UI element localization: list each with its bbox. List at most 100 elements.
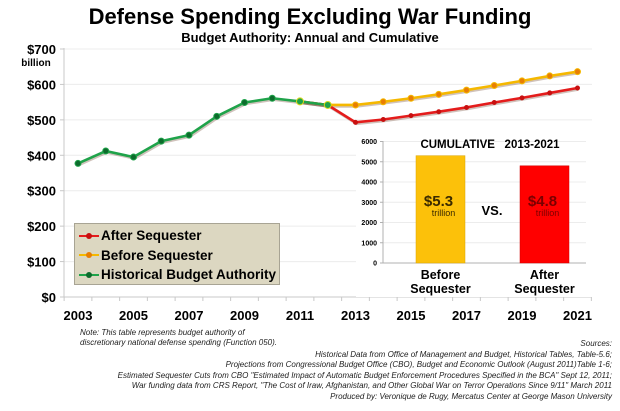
y-axis-ticks: $0 $100 $200 $300 $400 $500 $600 $700 [27,42,64,305]
data-point-before-sequester [435,90,443,98]
bar-before-sequester [415,155,466,264]
data-point-historical-budget-authority [241,98,248,106]
legend-label: After Sequester [101,228,202,244]
legend-dot [86,252,92,259]
y-tick-label: $0 [42,290,56,305]
bar-category-label: Sequester [514,282,575,296]
y-tick-label: $300 [27,184,56,199]
data-point-after-sequester [436,109,442,115]
bar-unit-label: trillion [536,208,560,218]
x-tick-label: 2011 [286,308,314,323]
y-tick-label: $700 [27,42,56,57]
legend-item-before-sequester: Before Sequester [79,246,279,266]
x-tick-label: 2021 [563,308,592,323]
source-line: Projections from Congressional Budget Of… [225,360,612,369]
data-point-before-sequester [546,72,554,80]
data-point-before-sequester [490,81,498,89]
sources-heading: Sources: [580,339,612,348]
data-point-historical-budget-authority [268,94,276,102]
x-tick-label: 2005 [119,308,148,323]
series-line-historical-budget-authority [77,96,328,165]
inset-y-tick-label: 4000 [361,180,377,187]
inset-y-tick-label: 3000 [361,200,377,207]
data-point-historical-budget-authority [102,147,110,155]
legend-swatch-before-sequester [79,250,99,260]
bar-category-label: After [530,268,559,282]
x-tick-label: 2019 [508,308,537,323]
data-point-after-sequester [464,104,469,110]
data-point-before-sequester [463,86,470,94]
x-axis-ticks: 2003 2005 2007 2009 2011 2013 2015 2017 2019 2021 [64,297,592,323]
inset-vs-label: VS. [482,203,503,218]
x-tick-label: 2009 [230,308,259,323]
x-tick-label: 2013 [341,308,370,323]
inset-y-tick-label: 0 [373,261,377,268]
data-point-historical-budget-authority [157,137,165,145]
inset-title: CUMULATIVE 2013-2021 [420,139,560,151]
data-point-before-sequester [379,98,387,106]
legend-item-after-sequester: After Sequester [79,226,279,246]
legend-dot [86,232,92,239]
x-tick-label: 2017 [452,308,481,323]
data-point-after-sequester [575,85,580,91]
data-point-historical-budget-authority [213,112,221,120]
x-tick-label: 2015 [397,308,426,323]
data-point-after-sequester [408,113,414,119]
data-point-before-sequester [518,77,526,85]
data-point-historical-budget-authority [185,131,193,139]
bar-category-label: Sequester [410,282,471,296]
data-point-after-sequester [491,99,497,105]
source-line: War funding data from CRS Report, "The C… [131,381,612,390]
data-point-after-sequester [519,95,525,101]
legend: After Sequester Before Sequester Histori… [74,223,280,285]
inset-y-tick-label: 1000 [361,240,377,247]
x-tick-label: 2003 [64,308,93,323]
data-point-before-sequester [352,101,359,109]
chart-note: Note: This table represents budget autho… [80,328,277,348]
bar-value-label: $4.8 [528,193,557,210]
legend-swatch-after-sequester [79,231,99,241]
source-line: Produced by: Veronique de Rugy, Mercatus… [330,391,612,401]
y-tick-label: $400 [27,148,56,163]
data-point-historical-budget-authority [130,153,137,161]
data-point-before-sequester [407,94,415,102]
inset-y-ticks: 0 1000 2000 3000 4000 5000 6000 [361,139,383,268]
series-markers [74,68,581,167]
inset-y-tick-label: 5000 [361,159,377,166]
y-axis-unit-label: billion [21,58,50,69]
legend-dot [86,271,92,278]
y-tick-label: $100 [27,255,56,270]
legend-label: Historical Budget Authority [101,267,277,283]
legend-swatch-historical [79,270,99,280]
sources: Sources: Historical Data from Office of … [118,339,612,402]
inset-y-tick-label: 6000 [361,139,377,146]
y-tick-label: $200 [27,219,56,234]
source-line: Historical Data from Office of Managemen… [315,349,612,359]
chart-title: Defense Spending Excluding War Funding [88,4,532,29]
series-line-before-sequester [299,70,578,107]
legend-item-historical: Historical Budget Authority [79,265,279,285]
data-point-historical-budget-authority [296,97,304,106]
note-line: Note: This table represents budget autho… [80,328,245,337]
data-point-historical-budget-authority [323,100,332,109]
data-point-before-sequester [574,68,581,76]
data-point-historical-budget-authority [74,159,82,167]
note-line: discretionary national defense spending … [80,338,278,347]
y-tick-label: $500 [27,113,56,128]
y-tick-label: $600 [27,77,56,92]
cumulative-inset-chart: 0 1000 2000 3000 4000 5000 6000 CUMULATIVE 201… [356,133,592,297]
bar-category-label: Before [421,268,461,282]
data-point-after-sequester [353,119,358,125]
bar-unit-label: trillion [432,208,456,218]
inset-y-tick-label: 2000 [361,220,377,227]
data-point-after-sequester [547,90,553,96]
bar-value-label: $5.3 [424,193,453,210]
data-point-after-sequester [380,117,386,123]
legend-label: Before Sequester [101,247,213,263]
bar-after-sequester [519,165,570,264]
chart-subtitle: Budget Authority: Annual and Cumulative [181,30,439,45]
x-tick-label: 2007 [175,308,204,323]
